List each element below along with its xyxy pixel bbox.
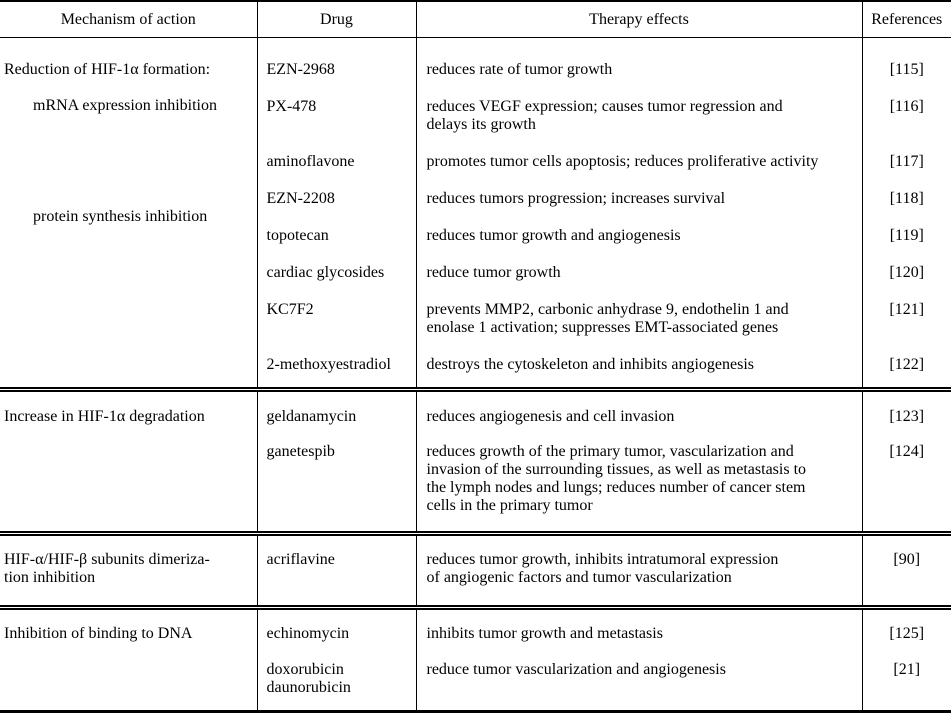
drug-cell: doxorubicin daunorubicin	[257, 661, 417, 710]
mechanism-cell: Reduction of HIF-1α formation: mRNA expr…	[0, 37, 258, 190]
drug-cell: cardiac glycosides	[257, 264, 417, 301]
therapy-effect-cell: reduces tumor growth, inhibits intratumo…	[416, 531, 863, 608]
mechanism-cell: HIF-α/HIF-β subunits dimeriza- tion inhi…	[0, 531, 258, 608]
drug-cell: EZN-2968	[257, 37, 417, 98]
group-inhibition-of-binding-to-dna: Inhibition of binding to DNA echinomycin…	[0, 605, 951, 710]
reference-cell: [120]	[889, 264, 925, 281]
drug-cell: geldanamycin	[257, 387, 417, 443]
table-row: protein synthesis inhibition EZN-2208 re…	[0, 190, 951, 390]
therapy-effect-cell: reduces tumor growth and angiogenesis	[416, 227, 863, 264]
col-header-drug: Drug	[257, 2, 417, 38]
reference-cell: [123]	[862, 387, 951, 443]
drug-cell: topotecan	[257, 227, 417, 264]
mechanism-cell: Inhibition of binding to DNA	[0, 605, 258, 710]
group-reduction-of-hif1a-formation: Reduction of HIF-1α formation: mRNA expr…	[0, 37, 951, 390]
table-row: 2-methoxyestradiol destroys the cytoskel…	[0, 356, 951, 390]
therapy-effect-cell: reduces angiogenesis and cell invasion	[416, 387, 863, 443]
reference-cell: [125]	[862, 605, 951, 661]
mechanism-cell: protein synthesis inhibition	[0, 190, 258, 390]
therapy-effect-cell: reduce tumor growth	[416, 264, 863, 301]
drug-cell: KC7F2	[257, 301, 417, 356]
drug-cell: EZN-2208	[257, 190, 417, 227]
table-row: topotecan reduces tumor growth and angio…	[0, 227, 951, 264]
col-header-mechanism: Mechanism of action	[0, 2, 258, 38]
group-increase-in-hif1a-degradation: Increase in HIF-1α degradation geldanamy…	[0, 387, 951, 534]
reference-cell: [124]	[889, 443, 925, 460]
reference-cell: [118]	[889, 190, 924, 207]
drug-cell: ganetespib	[257, 443, 417, 534]
mechanism-heading: Reduction of HIF-1α formation:	[4, 61, 211, 78]
table-row: aminoflavone promotes tumor cells apopto…	[0, 153, 951, 190]
mechanism-sub-label: mRNA expression inhibition	[33, 97, 217, 114]
therapy-effect-cell: promotes tumor cells apoptosis; reduces …	[416, 153, 863, 190]
therapy-effect-cell: destroys the cytoskeleton and inhibits a…	[416, 356, 863, 390]
drug-cell: 2-methoxyestradiol	[257, 356, 417, 390]
table-row: ganetespib reduces growth of the primary…	[0, 443, 951, 534]
table-row: doxorubicin daunorubicin reduce tumor va…	[0, 661, 951, 710]
reference-cell: [122]	[889, 356, 925, 373]
table-row: Increase in HIF-1α degradation geldanamy…	[0, 387, 951, 534]
reference-cell: [90]	[862, 531, 951, 608]
drug-cell: aminoflavone	[257, 153, 417, 190]
therapy-effect-cell: reduces VEGF expression; causes tumor re…	[416, 98, 863, 153]
table-row: KC7F2 prevents MMP2, carbonic anhydrase …	[0, 301, 951, 356]
table-row: Inhibition of binding to DNA echinomycin…	[0, 605, 951, 710]
col-header-therapy-effects: Therapy effects	[416, 2, 863, 38]
reference-cell: [117]	[889, 153, 924, 170]
mechanism-cell: Increase in HIF-1α degradation	[0, 387, 258, 534]
therapy-effect-cell: prevents MMP2, carbonic anhydrase 9, end…	[416, 301, 863, 356]
table-row: cardiac glycosides reduce tumor growth […	[0, 264, 951, 301]
table-row: PX-478 reduces VEGF expression; causes t…	[0, 98, 951, 153]
drug-cell: PX-478	[257, 98, 417, 153]
reference-cell: [21]	[893, 661, 921, 678]
mechanism-sub-label: protein synthesis inhibition	[33, 208, 208, 225]
therapy-effect-cell: inhibits tumor growth and metastasis	[416, 605, 863, 661]
reference-cell: [121]	[889, 301, 925, 318]
drug-cell: acriflavine	[257, 531, 417, 608]
reference-cell: [119]	[889, 227, 924, 244]
therapy-effect-cell: reduces growth of the primary tumor, vas…	[416, 443, 863, 534]
header-row: Mechanism of action Drug Therapy effects…	[0, 2, 951, 38]
therapy-effect-cell: reduces rate of tumor growth	[416, 37, 863, 98]
drug-cell: echinomycin	[257, 605, 417, 661]
table-row: HIF-α/HIF-β subunits dimeriza- tion inhi…	[0, 531, 951, 608]
reference-cell: [115]	[889, 61, 924, 78]
col-header-references: References	[862, 2, 951, 38]
table-row: Reduction of HIF-1α formation: mRNA expr…	[0, 37, 951, 190]
therapy-effect-cell: reduce tumor vascularization and angioge…	[416, 661, 863, 710]
reference-cell: [116]	[889, 98, 924, 115]
group-subunits-dimerization-inhibition: HIF-α/HIF-β subunits dimeriza- tion inhi…	[0, 531, 951, 608]
therapy-effect-cell: reduces tumors progression; increases su…	[416, 190, 863, 227]
